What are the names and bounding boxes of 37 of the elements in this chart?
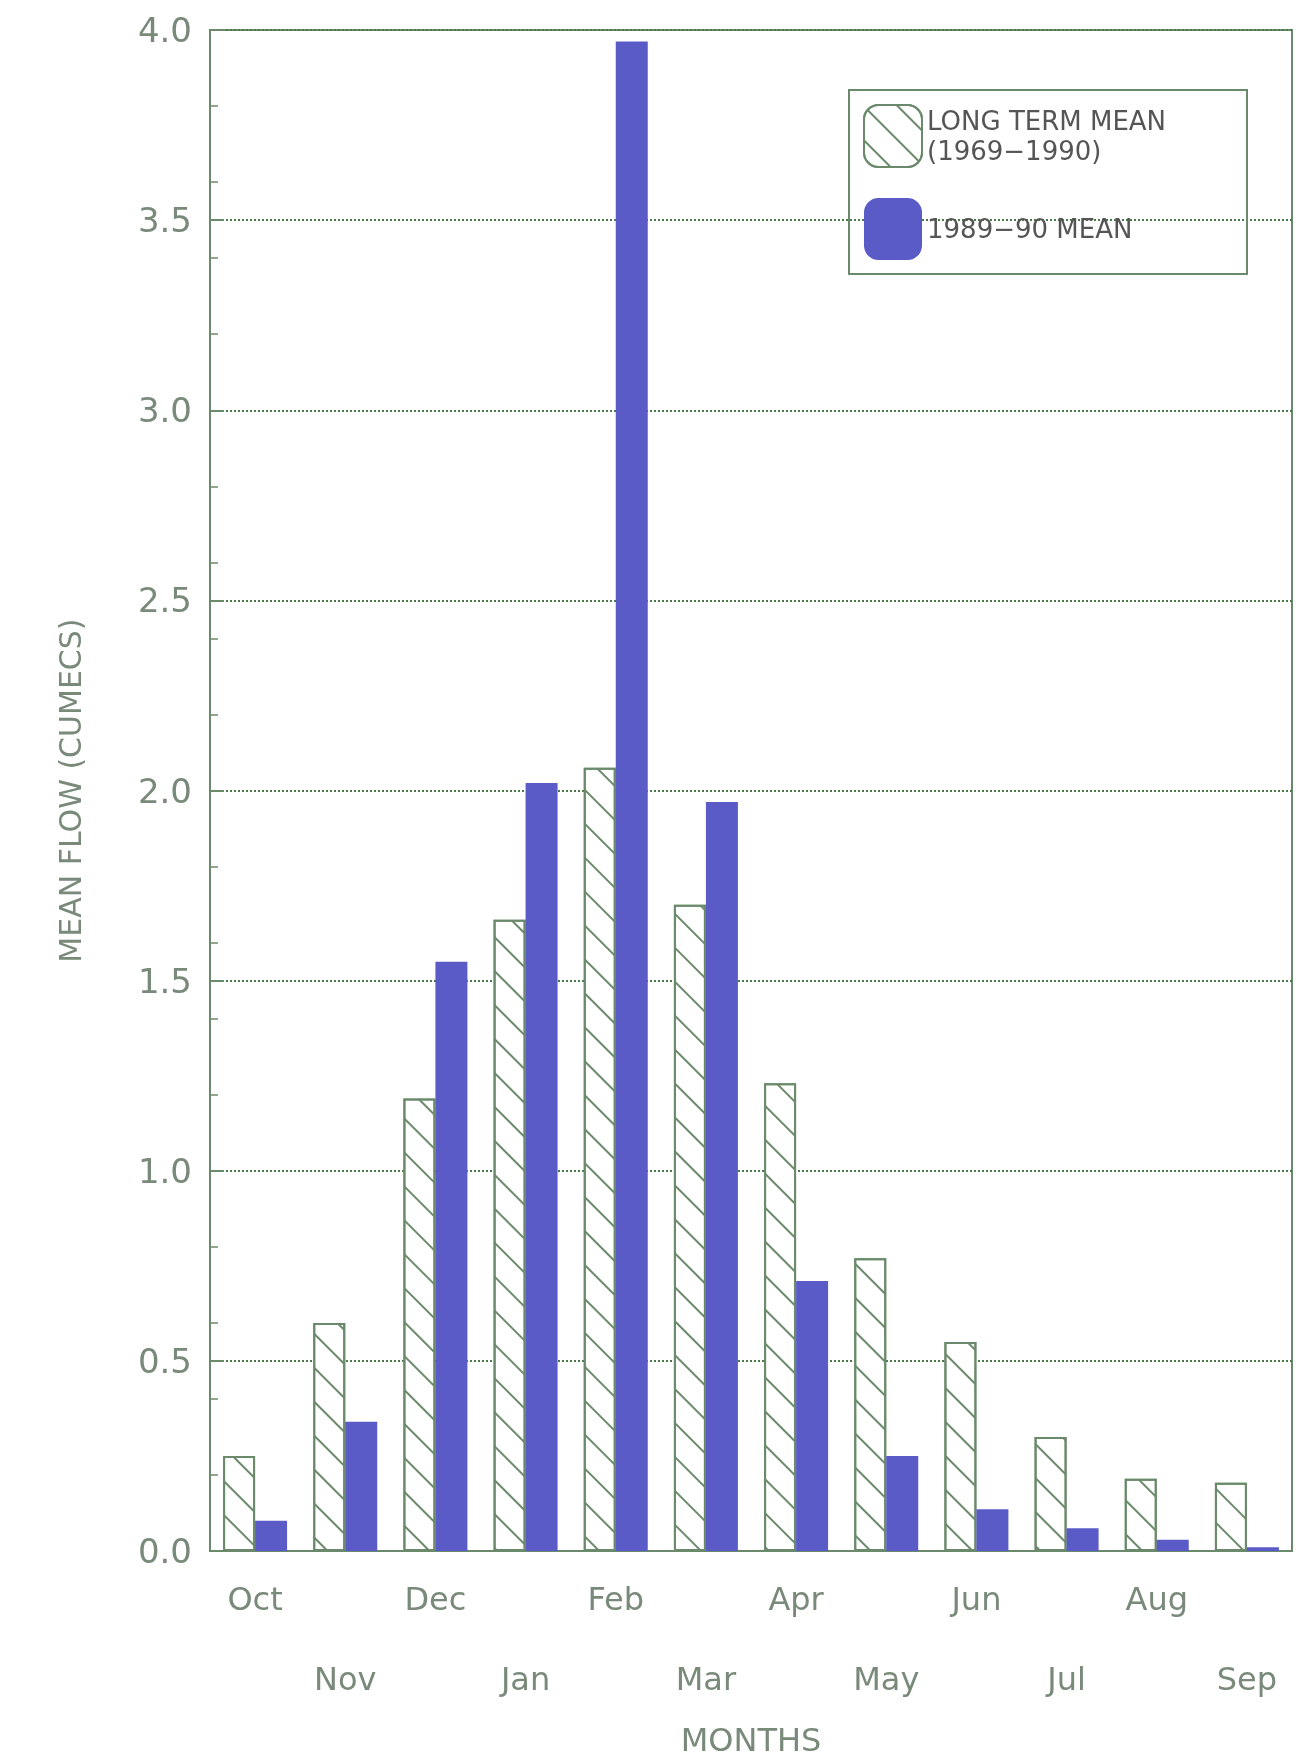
bar	[435, 961, 468, 1552]
x-axis-title: MONTHS	[680, 1721, 822, 1759]
x-tick-label: Nov	[314, 1660, 377, 1699]
x-tick-label: May	[853, 1660, 920, 1699]
x-tick-label: Oct	[227, 1580, 283, 1619]
bar	[1066, 1528, 1099, 1552]
x-tick-label: Jul	[1045, 1660, 1086, 1699]
x-tick-label: Apr	[768, 1580, 825, 1619]
y-tick-label: 2.5	[137, 580, 192, 621]
bar	[1246, 1547, 1279, 1552]
bar	[796, 1281, 829, 1552]
x-tick-label: Dec	[404, 1580, 467, 1619]
bar	[345, 1421, 378, 1552]
legend-label: LONG TERM MEAN (1969−1990)	[927, 106, 1175, 166]
bar	[705, 801, 738, 1552]
y-tick-label: 3.5	[137, 200, 192, 241]
bar	[525, 782, 558, 1552]
x-tick-label: Feb	[587, 1580, 645, 1619]
x-tick-label: Aug	[1125, 1580, 1188, 1619]
y-tick-label: 1.0	[137, 1150, 192, 1191]
y-tick-label: 2.0	[137, 770, 192, 811]
x-tick-label: Mar	[675, 1660, 737, 1699]
y-axis-title: MEAN FLOW (CUMECS)	[52, 618, 88, 963]
y-tick-label: 4.0	[137, 10, 192, 50]
bar	[255, 1520, 288, 1552]
y-tick-label: 3.0	[137, 390, 192, 431]
x-tick-label: Jun	[949, 1580, 1002, 1619]
y-tick-label: 1.5	[137, 960, 192, 1001]
y-tick-label: 0.5	[137, 1340, 192, 1381]
y-tick-label: 0.0	[137, 1531, 192, 1572]
x-tick-label: Sep	[1216, 1660, 1278, 1699]
bar	[615, 41, 648, 1552]
bar	[886, 1456, 919, 1552]
x-tick-label: Jan	[498, 1660, 551, 1699]
bar	[976, 1509, 1009, 1552]
bar	[1156, 1539, 1189, 1552]
legend-label: 1989−90 MEAN	[927, 214, 1133, 244]
